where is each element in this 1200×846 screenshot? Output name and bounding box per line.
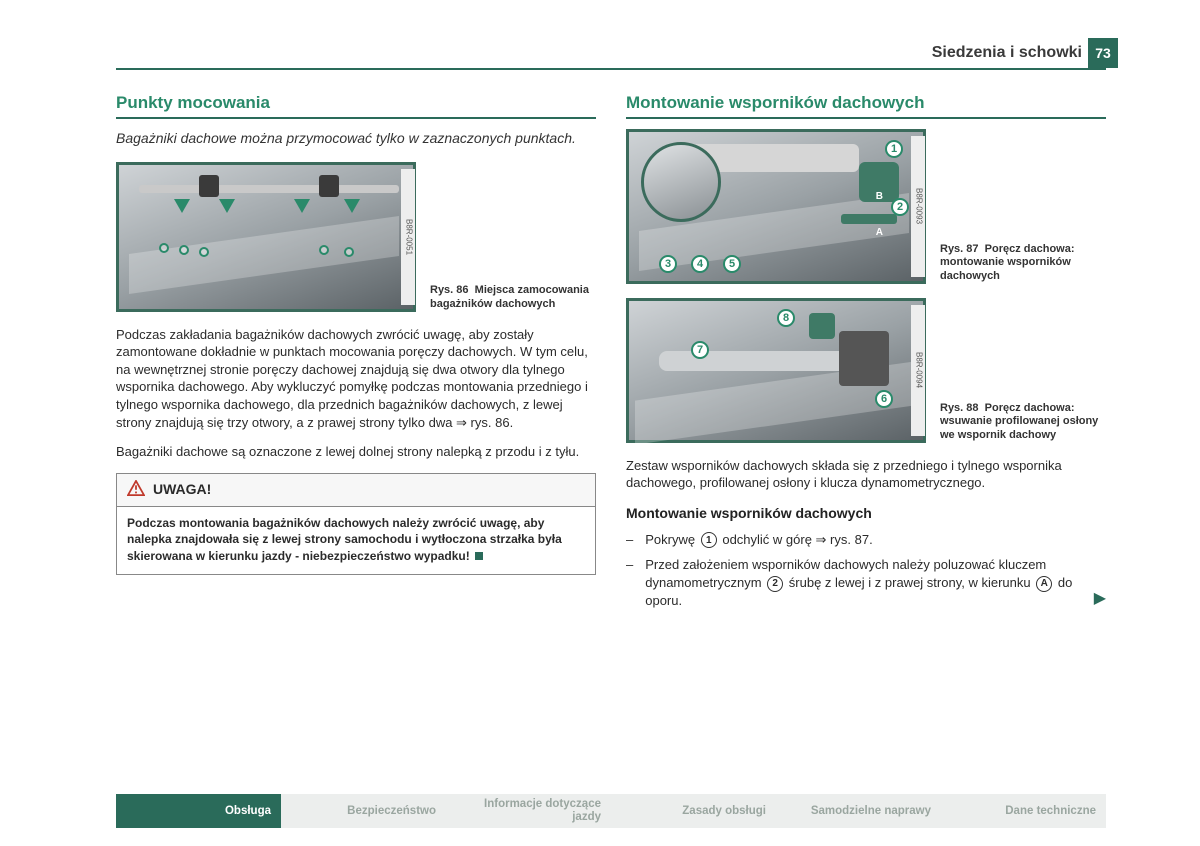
tab-bezpieczenstwo[interactable]: Bezpieczeństwo xyxy=(281,794,446,828)
tab-informacje[interactable]: Informacje dotyczące jazdy xyxy=(446,794,611,828)
figure-86-caption-prefix: Rys. 86 xyxy=(430,284,469,296)
callout-1: 1 xyxy=(885,140,903,158)
figure-86-row: B8R-0051 Rys. 86 Miejsca zamocowania bag… xyxy=(116,162,596,312)
warning-body-text: Podczas montowania bagażników dachowych … xyxy=(127,516,562,562)
figure-88-image: 8 7 6 B8R-0094 xyxy=(626,298,926,443)
end-square-icon xyxy=(475,552,483,560)
step-1a: Pokrywę xyxy=(645,532,695,547)
right-heading: Montowanie wsporników dachowych xyxy=(626,92,1106,115)
step-list: – Pokrywę 1 odchylić w górę ⇒ rys. 87. –… xyxy=(626,531,1106,609)
content-columns: Punkty mocowania Bagażniki dachowe można… xyxy=(116,92,1106,617)
heading-rule xyxy=(626,117,1106,119)
heading-rule xyxy=(116,117,596,119)
page-number: 73 xyxy=(1088,38,1118,68)
warning-triangle-icon xyxy=(127,480,145,501)
list-item: – Pokrywę 1 odchylić w górę ⇒ rys. 87. xyxy=(626,531,1106,549)
step-1-text: Pokrywę 1 odchylić w górę ⇒ rys. 87. xyxy=(645,531,872,549)
callout-2: 2 xyxy=(891,198,909,216)
section-title: Siedzenia i schowki xyxy=(932,44,1082,62)
step-1b: odchylić w górę ⇒ rys. 87. xyxy=(722,532,872,547)
footer-tabs: Obsługa Bezpieczeństwo Informacje dotycz… xyxy=(116,794,1106,828)
figure-87-row: 1 2 3 4 5 A B B8R-0093 Rys. 87 Poręcz da… xyxy=(626,129,1106,284)
callout-5: 5 xyxy=(723,255,741,273)
tab-dane[interactable]: Dane techniczne xyxy=(941,794,1106,828)
callout-3: 3 xyxy=(659,255,677,273)
left-heading: Punkty mocowania xyxy=(116,92,596,115)
callout-A: A xyxy=(876,226,883,240)
left-para-1: Podczas zakładania bagażników dachowych … xyxy=(116,326,596,431)
right-column: Montowanie wsporników dachowych 1 2 3 4 … xyxy=(626,92,1106,617)
dash-icon: – xyxy=(626,531,633,549)
figure-88-caption: Rys. 88 Poręcz dachowa: wsuwanie profilo… xyxy=(940,402,1106,443)
warning-box: UWAGA! Podczas montowania bagażników dac… xyxy=(116,473,596,575)
figure-87-caption-prefix: Rys. 87 xyxy=(940,243,979,255)
warning-header: UWAGA! xyxy=(117,474,595,508)
warning-title: UWAGA! xyxy=(153,480,211,499)
inline-circle-A: A xyxy=(1036,576,1052,592)
list-item: – Przed założeniem wsporników dachowych … xyxy=(626,556,1106,609)
figure-86-image: B8R-0051 xyxy=(116,162,416,312)
figure-86-code: B8R-0051 xyxy=(401,169,415,305)
continue-arrow-icon: ▶ xyxy=(1094,588,1106,610)
callout-6: 6 xyxy=(875,390,893,408)
figure-88-row: 8 7 6 B8R-0094 Rys. 88 Poręcz dachowa: w… xyxy=(626,298,1106,443)
inline-circle-1: 1 xyxy=(701,532,717,548)
figure-87-image: 1 2 3 4 5 A B B8R-0093 xyxy=(626,129,926,284)
step-2b: śrubę z lewej i z prawej strony, w kieru… xyxy=(789,575,1031,590)
left-para-2: Bagażniki dachowe są oznaczone z lewej d… xyxy=(116,443,596,461)
dash-icon: – xyxy=(626,556,633,609)
callout-7: 7 xyxy=(691,341,709,359)
figure-87-code: B8R-0093 xyxy=(911,136,925,277)
warning-body: Podczas montowania bagażników dachowych … xyxy=(117,507,595,574)
inline-circle-2: 2 xyxy=(767,576,783,592)
right-subheading-2: Montowanie wsporników dachowych xyxy=(626,504,1106,523)
tab-obsluga[interactable]: Obsługa xyxy=(116,794,281,828)
tab-zasady[interactable]: Zasady obsługi xyxy=(611,794,776,828)
callout-4: 4 xyxy=(691,255,709,273)
figure-87-caption: Rys. 87 Poręcz dachowa: montowanie wspor… xyxy=(940,243,1106,284)
callout-B: B xyxy=(876,190,883,204)
header-rule xyxy=(116,68,1106,70)
left-subheading: Bagażniki dachowe można przymocować tylk… xyxy=(116,129,596,148)
figure-88-caption-prefix: Rys. 88 xyxy=(940,402,979,414)
right-para-1: Zestaw wsporników dachowych składa się z… xyxy=(626,457,1106,492)
tab-samodzielne[interactable]: Samodzielne naprawy xyxy=(776,794,941,828)
figure-86-caption: Rys. 86 Miejsca zamocowania bagażników d… xyxy=(430,284,596,312)
callout-8: 8 xyxy=(777,309,795,327)
left-column: Punkty mocowania Bagażniki dachowe można… xyxy=(116,92,596,617)
step-2-text: Przed założeniem wsporników dachowych na… xyxy=(645,556,1106,609)
figure-88-code: B8R-0094 xyxy=(911,305,925,436)
